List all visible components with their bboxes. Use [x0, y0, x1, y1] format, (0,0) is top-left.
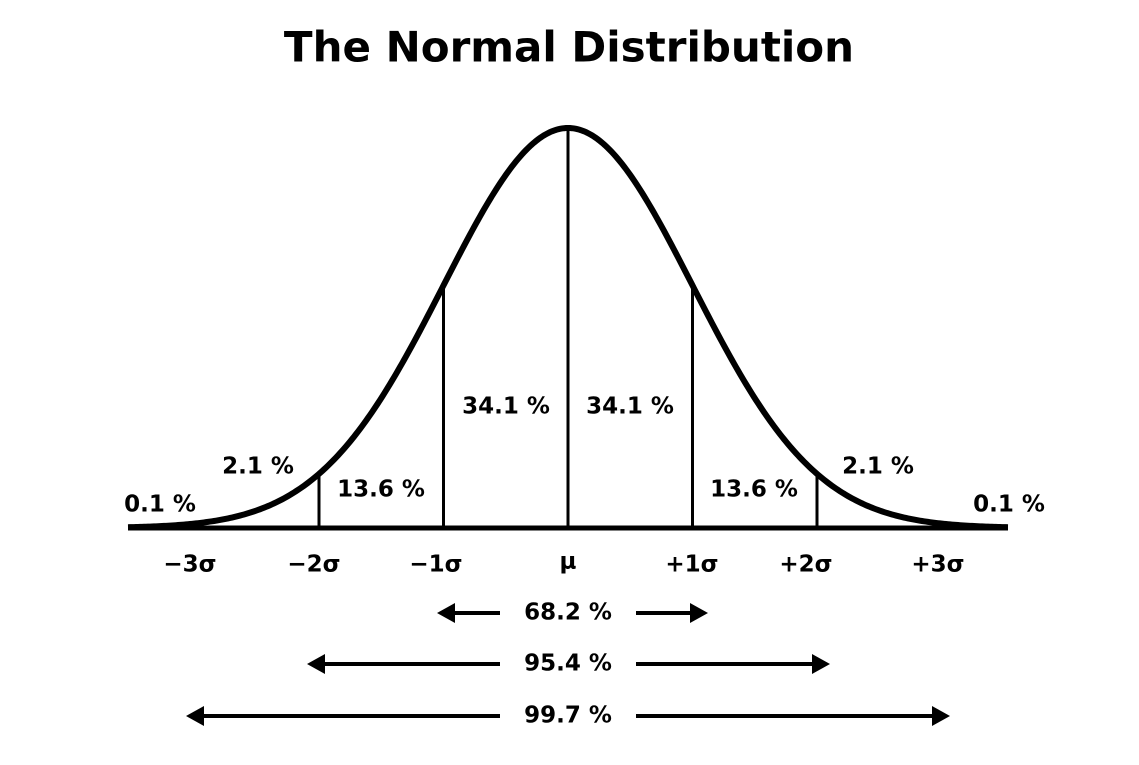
axis-label: −3σ — [163, 552, 216, 578]
range-arrow: 68.2 % — [437, 600, 708, 626]
region-label: 2.1 % — [842, 454, 914, 480]
region-label: 0.1 % — [973, 492, 1045, 518]
range-arrow: 95.4 % — [307, 651, 830, 677]
axis-label: +1σ — [665, 552, 718, 578]
region-label: 13.6 % — [337, 477, 425, 503]
axis-label: +2σ — [779, 552, 832, 578]
region-label: 2.1 % — [222, 454, 294, 480]
range-label: 68.2 % — [524, 600, 612, 626]
axis-label: μ — [560, 549, 577, 575]
title: The Normal Distribution — [284, 23, 854, 72]
range-label: 95.4 % — [524, 651, 612, 677]
axis-label: +3σ — [911, 552, 964, 578]
range-arrow: 99.7 % — [186, 703, 950, 729]
region-label: 0.1 % — [124, 492, 196, 518]
range-label: 99.7 % — [524, 703, 612, 729]
dividers — [317, 128, 819, 528]
region-label: 34.1 % — [462, 394, 550, 420]
region-label: 34.1 % — [586, 394, 674, 420]
region-label: 13.6 % — [710, 477, 798, 503]
axis-label: −2σ — [287, 552, 340, 578]
axis-label: −1σ — [409, 552, 462, 578]
